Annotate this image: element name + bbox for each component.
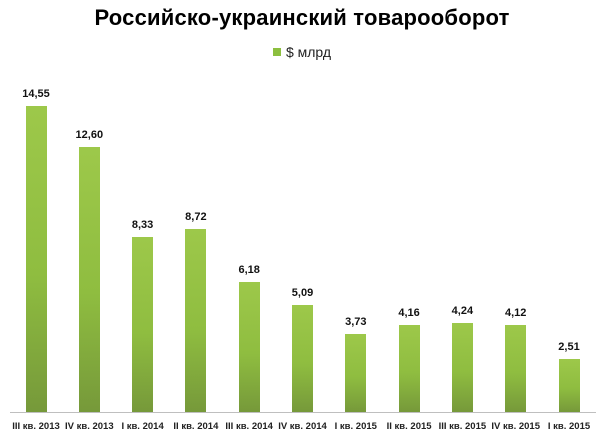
- bar: [78, 147, 100, 412]
- legend: $ млрд: [0, 44, 604, 60]
- legend-swatch-icon: [272, 48, 281, 57]
- data-label: 8,72: [185, 210, 207, 223]
- category-label: I кв. 2014: [121, 421, 164, 432]
- bar: [505, 325, 527, 412]
- bar: [398, 324, 420, 412]
- category-label: I кв. 2015: [547, 421, 591, 432]
- category-label: III кв. 2015: [438, 421, 487, 432]
- data-label: 5,09: [291, 287, 314, 300]
- bar: [558, 359, 580, 412]
- data-label: 12,60: [75, 129, 104, 142]
- bar: [238, 282, 260, 412]
- category-label: III кв. 2014: [225, 421, 273, 432]
- legend-label: $ млрд: [285, 44, 332, 60]
- data-label: 14,55: [22, 88, 50, 101]
- data-label: 6,18: [238, 264, 260, 277]
- data-label: 2,51: [558, 341, 580, 354]
- data-label: 8,33: [131, 219, 154, 232]
- category-label: II кв. 2014: [173, 421, 219, 432]
- data-label: 4,16: [398, 306, 420, 319]
- category-label: II кв. 2015: [386, 421, 432, 432]
- data-label: 3,73: [345, 315, 367, 328]
- bar: [292, 305, 313, 412]
- category-label: I кв. 2015: [334, 421, 377, 432]
- bar: [345, 333, 367, 412]
- bar: [25, 106, 47, 412]
- x-axis-line: [10, 412, 596, 413]
- data-label: 4,24: [451, 304, 474, 317]
- bar: [451, 322, 473, 412]
- bar: [132, 237, 154, 412]
- category-label: IV кв. 2014: [278, 421, 327, 432]
- category-label: III кв. 2013: [12, 421, 60, 432]
- category-label: IV кв. 2013: [64, 421, 114, 432]
- chart-title: Российско-украинский товарооборот: [94, 5, 510, 30]
- category-label: IV кв. 2015: [491, 421, 540, 432]
- bar: [185, 228, 207, 412]
- data-label: 4,12: [504, 307, 527, 320]
